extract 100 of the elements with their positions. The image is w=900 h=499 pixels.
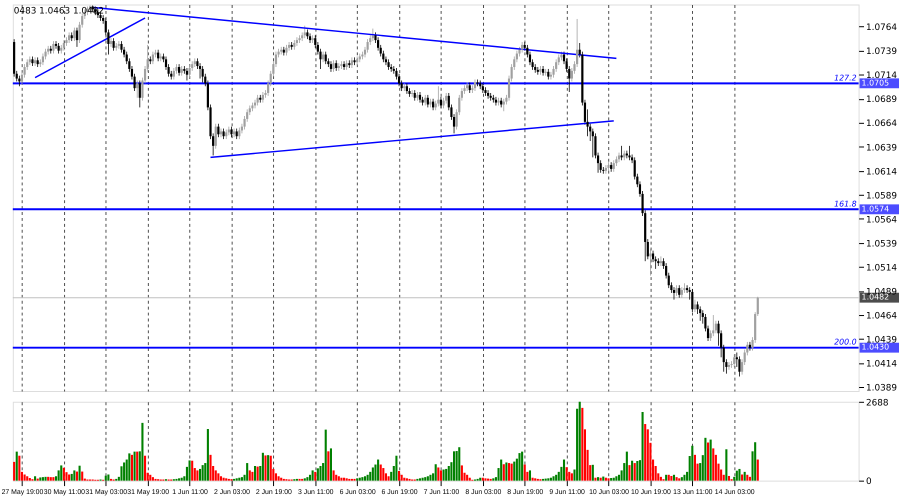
bar: [198, 468, 202, 481]
candlestick: [152, 51, 154, 65]
bar: [756, 460, 759, 481]
candlestick: [628, 145, 631, 161]
bar: [335, 474, 338, 481]
bar: [534, 478, 536, 481]
bar: [600, 478, 602, 481]
candlestick: [293, 40, 296, 50]
bar: [482, 478, 484, 481]
y-tick-label: 1.0764: [866, 23, 898, 34]
candlestick: [683, 282, 686, 294]
candlestick: [330, 60, 332, 72]
bar: [524, 464, 526, 481]
candlestick: [346, 60, 348, 70]
bar: [240, 477, 243, 481]
candlestick: [414, 90, 416, 102]
y-tick-label: 0: [866, 477, 872, 488]
bar: [246, 463, 248, 481]
bar: [267, 455, 270, 481]
bar: [508, 463, 510, 481]
bar: [445, 468, 448, 481]
annotation: 200.0: [834, 338, 857, 347]
bar: [206, 429, 209, 481]
bar: [149, 474, 152, 481]
candlestick: [298, 34, 301, 44]
bar: [141, 422, 144, 481]
bar: [217, 473, 220, 481]
bar: [316, 468, 319, 481]
bar: [440, 470, 442, 481]
candlestick: [238, 127, 240, 140]
candlestick: [236, 128, 238, 140]
bar: [570, 473, 573, 481]
bar: [340, 478, 342, 481]
y-tick-label: 1.0464: [866, 311, 898, 322]
candlestick: [361, 51, 364, 60]
candlestick: [387, 58, 390, 70]
bar: [592, 464, 594, 481]
annotation: 161.8: [834, 199, 857, 208]
bar: [280, 478, 282, 481]
bar: [225, 478, 228, 481]
bar: [136, 452, 138, 481]
bar: [466, 474, 468, 481]
bar: [744, 472, 746, 481]
bar: [65, 472, 68, 481]
bar: [728, 476, 730, 481]
bar: [256, 466, 259, 481]
bar: [398, 470, 400, 481]
bar: [202, 465, 204, 481]
candlestick: [157, 49, 160, 62]
bar: [452, 451, 456, 481]
candlestick: [214, 123, 217, 150]
bar: [209, 454, 212, 481]
bar: [222, 478, 225, 481]
y-tick-label: 1.0689: [866, 95, 898, 106]
bar: [528, 470, 532, 481]
candlestick: [699, 306, 702, 322]
bar: [706, 442, 710, 481]
candlestick: [468, 82, 471, 94]
bar: [191, 460, 194, 481]
bar: [754, 442, 756, 481]
bar: [532, 478, 534, 481]
bar: [270, 456, 272, 481]
bar: [369, 472, 372, 481]
bar: [448, 466, 450, 481]
y-tick-label: 1.0664: [866, 119, 898, 130]
bar: [691, 446, 694, 481]
bar: [248, 470, 251, 481]
bar: [424, 477, 426, 481]
bar: [665, 474, 668, 481]
bar: [434, 464, 437, 481]
bar: [306, 477, 308, 481]
bar: [366, 474, 369, 481]
candlestick: [660, 256, 662, 266]
bar: [581, 408, 584, 481]
bar: [382, 468, 384, 481]
bar: [710, 440, 712, 481]
candlestick: [322, 51, 324, 63]
candlestick: [442, 97, 445, 109]
bar: [712, 448, 714, 481]
candlestick: [738, 356, 741, 377]
candlestick: [678, 284, 680, 298]
candlestick: [332, 60, 335, 72]
bar: [28, 478, 31, 481]
candlestick: [432, 98, 434, 111]
y-tick-label: 1.0639: [866, 143, 898, 154]
bar: [618, 474, 620, 481]
bar: [238, 478, 240, 481]
bar: [594, 478, 596, 481]
bar: [42, 477, 44, 481]
bar: [676, 477, 678, 481]
bar: [60, 465, 62, 481]
bar: [62, 468, 65, 481]
bar: [144, 456, 146, 481]
bar: [642, 412, 644, 481]
bar: [120, 466, 123, 481]
bar: [562, 460, 566, 481]
bar: [704, 438, 706, 481]
bar: [636, 461, 638, 481]
candlestick: [620, 145, 623, 161]
bar: [314, 472, 316, 481]
